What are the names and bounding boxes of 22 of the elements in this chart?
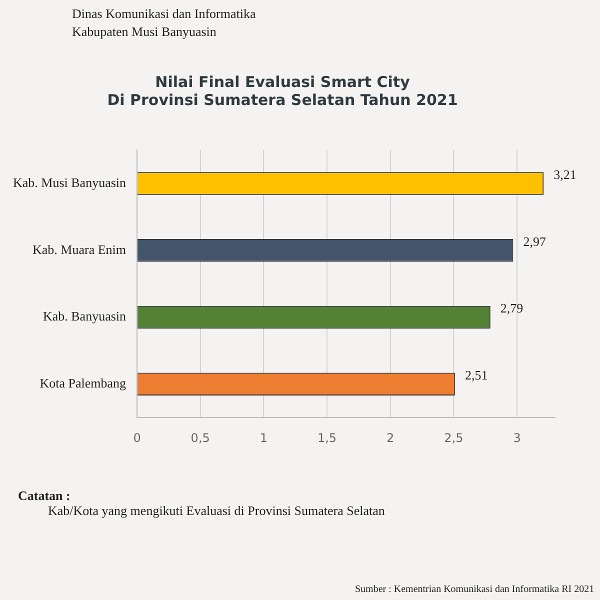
text: Di Provinsi Sumatera Selatan Tahun 2021 [107, 90, 458, 109]
x-tick-label: 1,5 [317, 430, 337, 445]
y-tick-label: Kab. Musi Banyuasin [12, 174, 127, 190]
text: Dinas Komunikasi dan Informatika [72, 6, 256, 22]
x-tick-label: 2,5 [444, 430, 464, 445]
data-label: 2,79 [500, 300, 524, 316]
x-tick-label: 2 [386, 430, 394, 445]
text: Nilai Final Evaluasi Smart City [155, 72, 410, 91]
data-label: 2,97 [523, 234, 546, 249]
y-tick-label: Kab. Banyuasin [42, 308, 127, 324]
text: Sumber : Kementrian Komunikasi dan Informatika RI 2021 [355, 584, 594, 595]
text: Kab/Kota yang mengikuti Evaluasi di Provinsi Sumatera Selatan [48, 503, 385, 519]
text: Catatan : [18, 488, 70, 504]
x-tick-label: 3 [513, 430, 521, 445]
x-tick-label: 0 [133, 430, 141, 445]
y-tick-label: Kota Palembang [40, 376, 127, 391]
text: Kabupaten Musi Banyuasin [72, 24, 216, 40]
data-label: 3,21 [554, 166, 576, 182]
y-tick-label: Kab. Muara Enim [32, 242, 126, 257]
x-tick-label: 1 [260, 430, 268, 445]
data-label: 2,51 [464, 368, 488, 383]
x-tick-label: 0,5 [190, 430, 210, 445]
